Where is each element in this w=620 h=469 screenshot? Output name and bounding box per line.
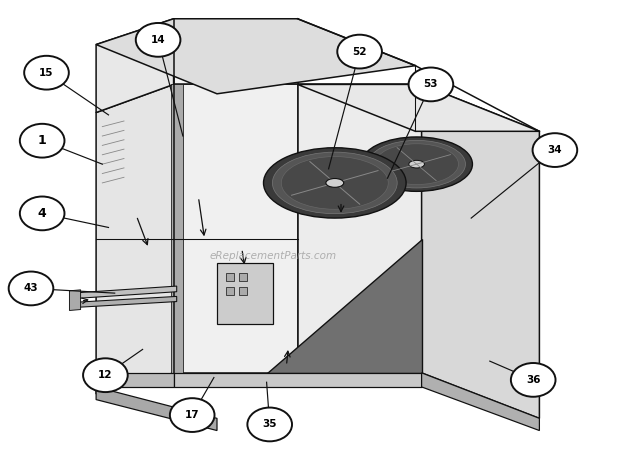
Polygon shape [298, 84, 422, 373]
Polygon shape [96, 84, 174, 394]
Polygon shape [69, 290, 81, 310]
Circle shape [511, 363, 556, 397]
Text: eReplacementParts.com: eReplacementParts.com [209, 250, 337, 261]
Polygon shape [171, 84, 183, 373]
Polygon shape [422, 373, 539, 431]
Polygon shape [217, 263, 273, 324]
Circle shape [170, 398, 215, 432]
Circle shape [247, 408, 292, 441]
Circle shape [409, 68, 453, 101]
Polygon shape [422, 84, 539, 418]
FancyBboxPatch shape [226, 273, 234, 281]
Text: 53: 53 [423, 79, 438, 90]
FancyBboxPatch shape [239, 273, 247, 281]
FancyBboxPatch shape [239, 287, 247, 295]
Circle shape [83, 358, 128, 392]
Polygon shape [71, 286, 177, 299]
Ellipse shape [281, 157, 388, 209]
Text: 52: 52 [352, 46, 367, 57]
Circle shape [20, 124, 64, 158]
Text: 35: 35 [262, 419, 277, 430]
Ellipse shape [264, 148, 406, 218]
Ellipse shape [361, 137, 472, 191]
Ellipse shape [374, 144, 459, 185]
Circle shape [136, 23, 180, 57]
Circle shape [20, 197, 64, 230]
Ellipse shape [409, 160, 425, 168]
Polygon shape [298, 84, 539, 131]
Text: 12: 12 [98, 370, 113, 380]
Polygon shape [96, 19, 415, 94]
Polygon shape [96, 373, 174, 387]
Polygon shape [71, 296, 177, 308]
Ellipse shape [326, 179, 343, 187]
FancyBboxPatch shape [226, 287, 234, 295]
Text: 43: 43 [24, 283, 38, 294]
Circle shape [9, 272, 53, 305]
Ellipse shape [368, 140, 466, 188]
Polygon shape [174, 373, 422, 387]
Text: 34: 34 [547, 145, 562, 155]
Text: 15: 15 [39, 68, 54, 78]
Text: 4: 4 [38, 207, 46, 220]
Circle shape [337, 35, 382, 68]
Polygon shape [96, 19, 174, 113]
Circle shape [533, 133, 577, 167]
Text: 1: 1 [38, 134, 46, 147]
Circle shape [24, 56, 69, 90]
Polygon shape [174, 84, 298, 373]
Polygon shape [174, 19, 298, 84]
Polygon shape [267, 239, 422, 373]
Ellipse shape [272, 152, 397, 214]
Polygon shape [96, 387, 217, 431]
Text: 17: 17 [185, 410, 200, 420]
Text: 14: 14 [151, 35, 166, 45]
Text: 36: 36 [526, 375, 541, 385]
